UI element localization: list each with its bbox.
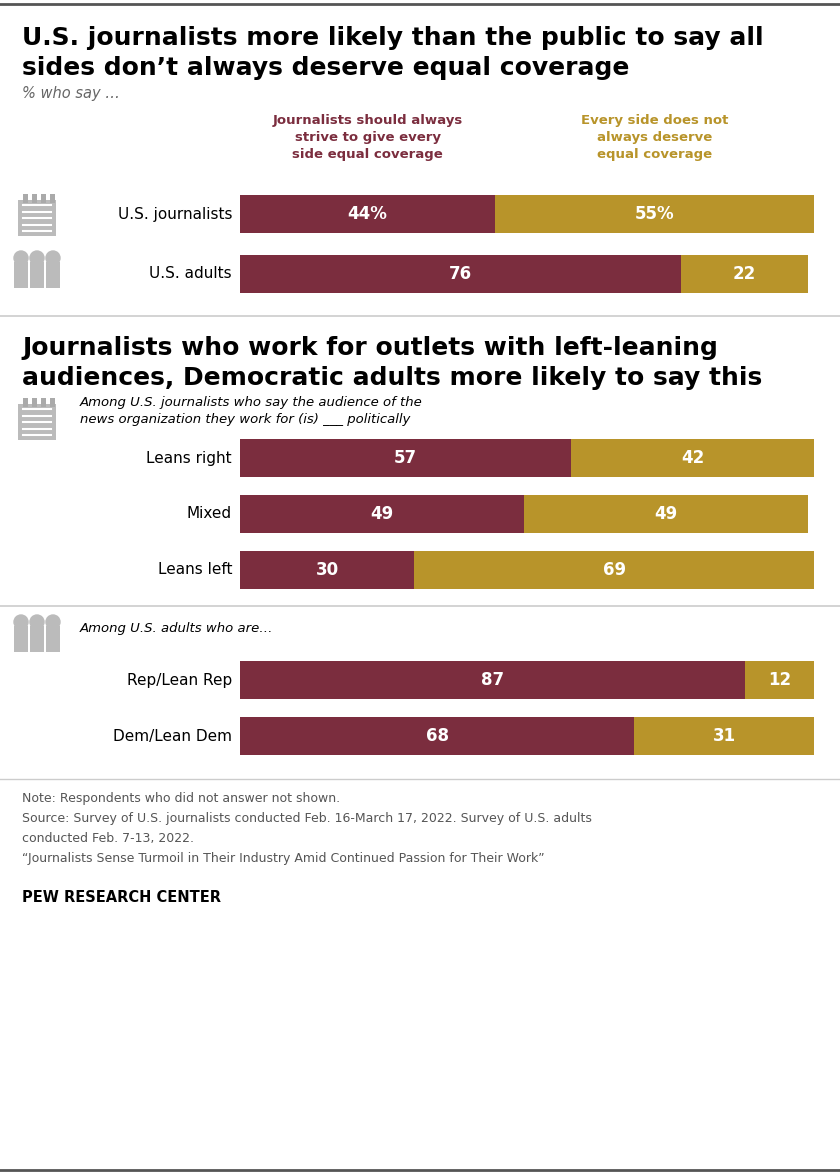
Bar xyxy=(570,439,814,477)
Text: audiences, Democratic adults more likely to say this: audiences, Democratic adults more likely… xyxy=(22,366,762,390)
Text: 31: 31 xyxy=(712,727,736,745)
Text: 55%: 55% xyxy=(635,205,675,223)
Text: 57: 57 xyxy=(394,448,417,467)
Bar xyxy=(46,626,60,652)
Bar xyxy=(240,551,414,589)
Bar xyxy=(30,262,44,288)
Text: Leans left: Leans left xyxy=(158,562,232,578)
Bar xyxy=(680,255,808,294)
Text: “Journalists Sense Turmoil in Their Industry Amid Continued Passion for Their Wo: “Journalists Sense Turmoil in Their Indu… xyxy=(22,852,544,865)
Text: 12: 12 xyxy=(768,672,791,689)
Circle shape xyxy=(14,615,28,629)
Bar xyxy=(634,717,814,755)
Bar xyxy=(524,495,808,533)
Text: Among U.S. journalists who say the audience of the
news organization they work f: Among U.S. journalists who say the audie… xyxy=(80,396,423,426)
Text: 49: 49 xyxy=(654,505,678,522)
Bar xyxy=(46,262,60,288)
Circle shape xyxy=(46,615,60,629)
Bar xyxy=(240,495,524,533)
Bar xyxy=(23,194,28,203)
Text: Journalists should always
strive to give every
side equal coverage: Journalists should always strive to give… xyxy=(272,114,463,161)
Bar xyxy=(240,439,570,477)
Bar xyxy=(23,398,28,407)
Text: Source: Survey of U.S. journalists conducted Feb. 16-March 17, 2022. Survey of U: Source: Survey of U.S. journalists condu… xyxy=(22,812,592,825)
Bar xyxy=(30,626,44,652)
Text: 49: 49 xyxy=(370,505,394,522)
Text: Leans right: Leans right xyxy=(146,451,232,466)
Text: 76: 76 xyxy=(449,265,472,283)
Bar xyxy=(240,661,744,699)
Bar xyxy=(50,398,55,407)
Text: Among U.S. adults who are…: Among U.S. adults who are… xyxy=(80,622,274,635)
Circle shape xyxy=(46,251,60,265)
Text: Note: Respondents who did not answer not shown.: Note: Respondents who did not answer not… xyxy=(22,792,340,805)
Bar xyxy=(14,626,28,652)
Text: U.S. journalists: U.S. journalists xyxy=(118,207,232,222)
Text: PEW RESEARCH CENTER: PEW RESEARCH CENTER xyxy=(22,890,221,905)
Circle shape xyxy=(14,251,28,265)
Bar xyxy=(18,200,56,236)
Bar xyxy=(32,194,37,203)
Bar xyxy=(18,404,56,440)
Bar xyxy=(744,661,814,699)
Circle shape xyxy=(30,615,44,629)
Text: U.S. adults: U.S. adults xyxy=(150,266,232,282)
Text: 22: 22 xyxy=(733,265,756,283)
Circle shape xyxy=(30,251,44,265)
Text: % who say …: % who say … xyxy=(22,86,120,101)
Text: 68: 68 xyxy=(426,727,449,745)
Text: Journalists who work for outlets with left-leaning: Journalists who work for outlets with le… xyxy=(22,336,718,360)
Bar xyxy=(41,398,46,407)
Text: conducted Feb. 7-13, 2022.: conducted Feb. 7-13, 2022. xyxy=(22,832,194,845)
Text: Mixed: Mixed xyxy=(186,506,232,521)
Bar xyxy=(240,195,496,232)
Text: 30: 30 xyxy=(316,561,339,579)
Text: 87: 87 xyxy=(480,672,504,689)
Bar xyxy=(414,551,814,589)
Bar xyxy=(14,262,28,288)
Bar xyxy=(496,195,814,232)
Bar xyxy=(41,194,46,203)
Bar xyxy=(240,255,680,294)
Bar xyxy=(50,194,55,203)
Text: 42: 42 xyxy=(680,448,704,467)
Text: Every side does not
always deserve
equal coverage: Every side does not always deserve equal… xyxy=(581,114,728,161)
Text: sides don’t always deserve equal coverage: sides don’t always deserve equal coverag… xyxy=(22,56,629,80)
Text: Dem/Lean Dem: Dem/Lean Dem xyxy=(113,729,232,743)
Text: U.S. journalists more likely than the public to say all: U.S. journalists more likely than the pu… xyxy=(22,26,764,50)
Text: Rep/Lean Rep: Rep/Lean Rep xyxy=(127,673,232,688)
Text: 69: 69 xyxy=(602,561,626,579)
Bar xyxy=(240,717,634,755)
Text: 44%: 44% xyxy=(348,205,387,223)
Bar xyxy=(32,398,37,407)
